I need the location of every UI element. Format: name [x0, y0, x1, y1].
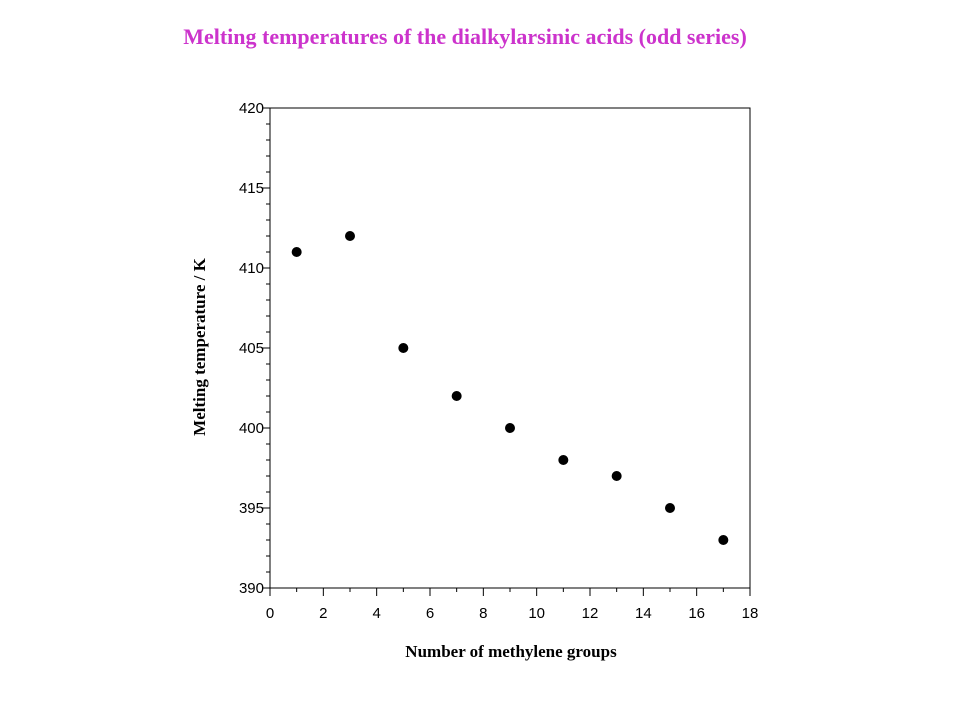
y-tick-label: 410: [239, 260, 264, 277]
y-axis-title: Melting temperature / K: [190, 257, 209, 435]
x-tick-label: 0: [266, 605, 274, 622]
data-point: [558, 455, 569, 465]
x-tick-label: 2: [319, 605, 327, 622]
x-tick-label: 14: [635, 605, 652, 622]
y-tick-label: 420: [239, 100, 264, 117]
plot-frame: [269, 107, 751, 589]
y-tick-label: 405: [239, 340, 264, 357]
y-tick-label: 415: [239, 180, 264, 197]
data-point: [451, 391, 462, 401]
plot-frame-group: [269, 107, 751, 589]
data-point: [345, 231, 355, 241]
y-tick-label: 390: [239, 580, 264, 597]
x-tick-label: 12: [582, 605, 599, 622]
data-point: [291, 247, 302, 257]
data-point: [505, 423, 515, 433]
x-tick-label: 16: [688, 605, 705, 622]
data-points: [291, 231, 729, 545]
y-axis-ticks: 390 395 400 405 410 415 420: [239, 100, 270, 597]
x-axis-ticks: 0 2 4 6 8 10 12 14 16 18: [266, 588, 759, 622]
x-tick-label: 8: [479, 605, 487, 622]
x-tick-label: 4: [372, 605, 380, 622]
y-tick-label: 400: [239, 420, 264, 437]
data-point: [665, 503, 675, 513]
data-point: [718, 535, 729, 545]
x-axis-title: Number of methylene groups: [405, 642, 617, 661]
x-tick-label: 18: [742, 605, 759, 622]
x-tick-label: 6: [426, 605, 434, 622]
data-point: [611, 471, 622, 481]
y-tick-label: 395: [239, 500, 264, 517]
data-point: [398, 343, 409, 353]
slide-title: Melting temperatures of the dialkylarsin…: [183, 24, 747, 49]
x-tick-label: 10: [528, 605, 545, 622]
